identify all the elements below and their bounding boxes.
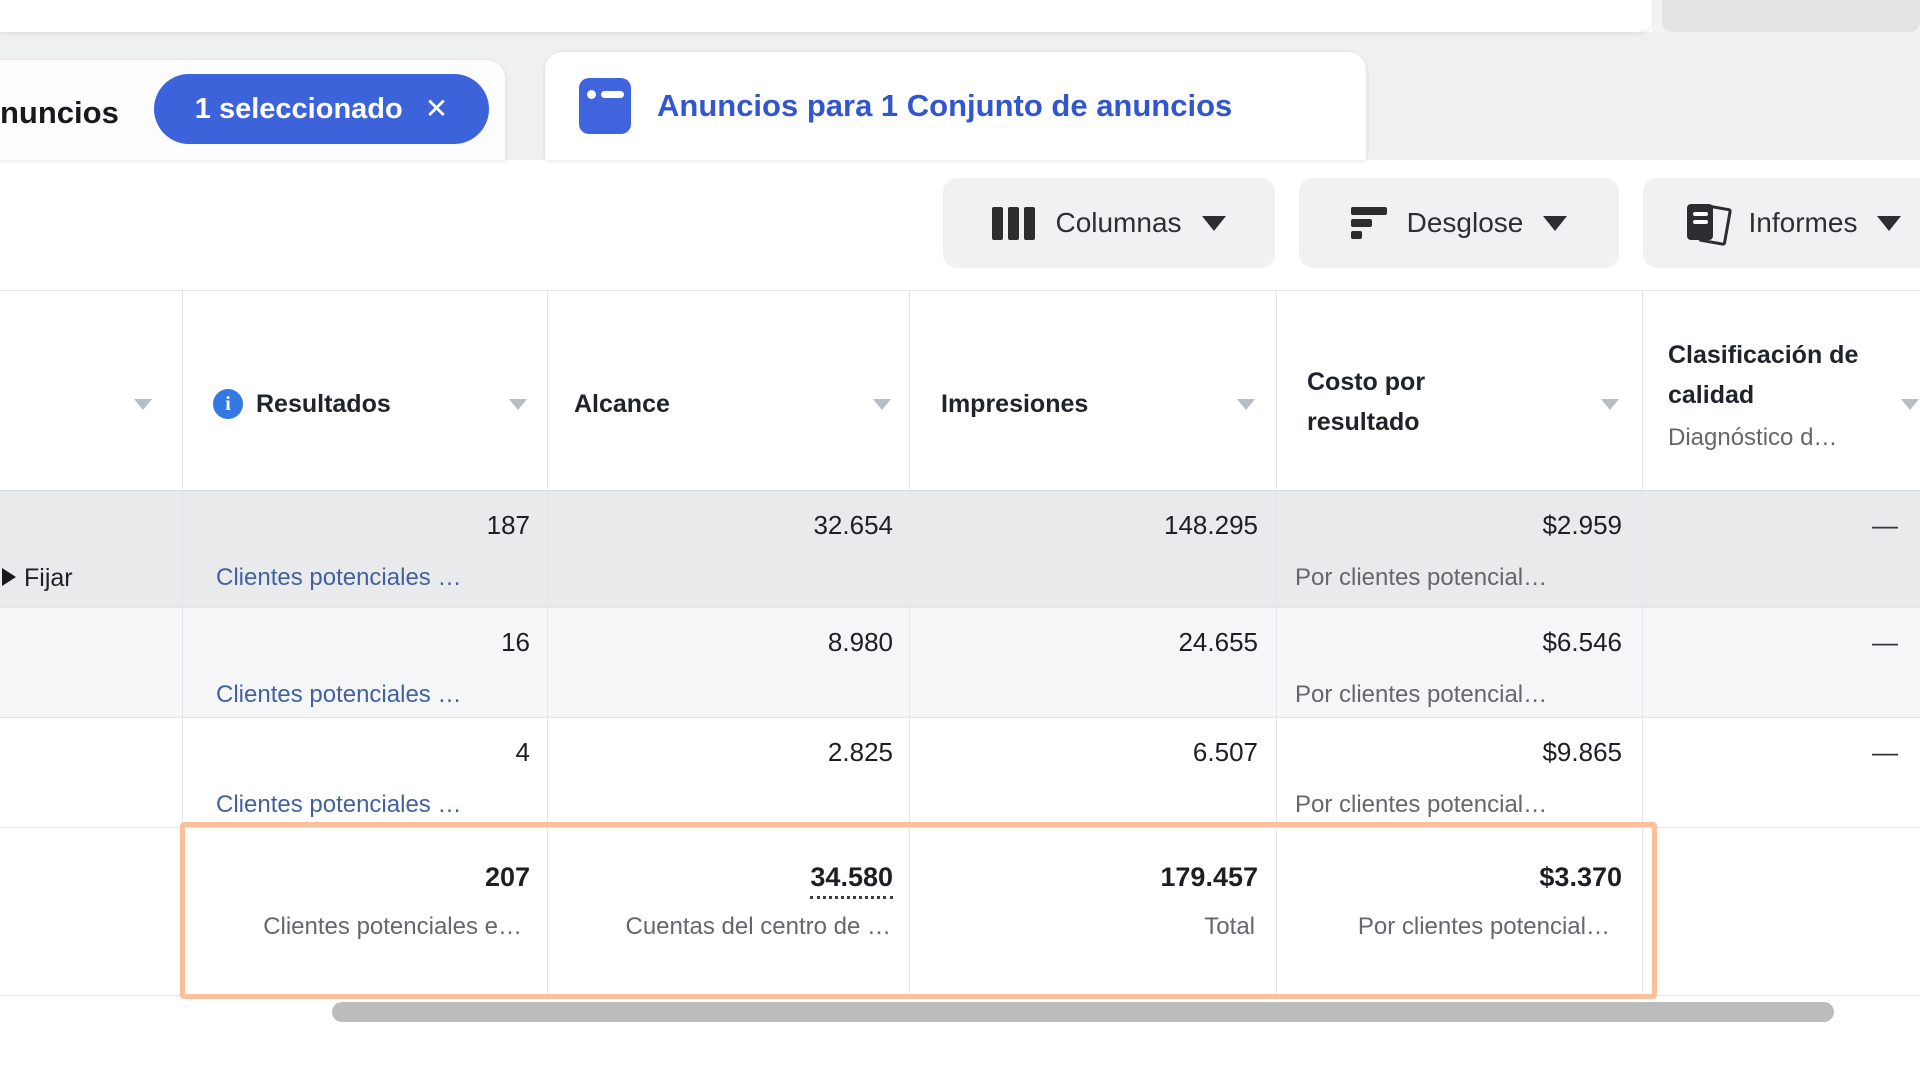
- header-results[interactable]: Resultados: [256, 390, 391, 418]
- name-column-sort-caret-icon[interactable]: [134, 399, 152, 410]
- results-type-link[interactable]: Clientes potenciales …: [216, 791, 462, 818]
- columns-icon: [992, 206, 1036, 240]
- columns-button[interactable]: Columnas: [943, 178, 1275, 268]
- column-divider: [547, 291, 548, 995]
- cost-type-label: Por clientes potencial…: [1295, 681, 1548, 708]
- selected-row-highlight: [0, 491, 1920, 607]
- total-results-label: Clientes potenciales e…: [263, 913, 522, 940]
- row-divider: [0, 717, 1920, 718]
- header-quality-ranking-sub: Diagnóstico d…: [1668, 424, 1838, 451]
- quality-sort-caret-icon[interactable]: [1901, 399, 1919, 410]
- column-divider: [1276, 291, 1277, 995]
- cost-value: $9.865: [1542, 737, 1622, 767]
- tab-anuncios-label: nuncios: [0, 95, 119, 130]
- header-impressions[interactable]: Impresiones: [941, 390, 1089, 418]
- quality-value: —: [1872, 627, 1898, 657]
- results-value: 4: [515, 737, 530, 767]
- impressions-value: 24.655: [1178, 627, 1258, 657]
- pin-row-label[interactable]: Fijar: [24, 564, 73, 592]
- column-divider: [182, 291, 183, 995]
- column-divider: [909, 291, 910, 995]
- results-value: 16: [501, 627, 530, 657]
- top-bar: [0, 0, 1652, 32]
- column-divider: [1642, 291, 1643, 995]
- reports-button-label: Informes: [1748, 207, 1858, 238]
- impressions-value: 6.507: [1192, 737, 1258, 767]
- chevron-down-icon: [1201, 215, 1226, 231]
- results-sort-caret-icon[interactable]: [509, 399, 527, 410]
- header-cost-per-result[interactable]: Costo por resultado: [1307, 368, 1426, 436]
- reach-sort-caret-icon[interactable]: [873, 399, 891, 410]
- cost-type-label: Por clientes potencial…: [1295, 564, 1548, 591]
- breakdown-button[interactable]: Desglose: [1299, 178, 1619, 268]
- total-impressions-value: 179.457: [1160, 862, 1258, 892]
- row-divider: [0, 827, 1920, 828]
- chevron-down-icon: [1877, 215, 1902, 231]
- cost-sort-caret-icon[interactable]: [1601, 399, 1619, 410]
- chevron-down-icon: [1543, 215, 1568, 231]
- row-divider: [0, 607, 1920, 608]
- total-reach-value[interactable]: 34.580: [810, 859, 893, 899]
- results-type-link[interactable]: Clientes potenciales …: [216, 681, 462, 708]
- total-reach-label: Cuentas del centro de …: [625, 913, 892, 940]
- header-bottom-border: [0, 490, 1920, 491]
- active-tab-label: Anuncios para 1 Conjunto de anuncios: [657, 88, 1233, 123]
- reach-value: 2.825: [827, 737, 893, 767]
- quality-value: —: [1872, 737, 1898, 767]
- quality-value: —: [1872, 510, 1898, 540]
- reach-value: 32.654: [813, 510, 893, 540]
- cost-type-label: Por clientes potencial…: [1295, 791, 1548, 818]
- columns-button-label: Columnas: [1055, 207, 1182, 238]
- tab-anuncios-para-conjunto[interactable]: Anuncios para 1 Conjunto de anuncios: [545, 52, 1366, 160]
- close-icon[interactable]: [425, 95, 448, 123]
- impressions-value: 148.295: [1164, 510, 1258, 540]
- selected-count-label: 1 seleccionado: [194, 92, 403, 125]
- row2-stripe: [0, 608, 1920, 717]
- breakdown-icon: [1350, 207, 1387, 239]
- header-reach[interactable]: Alcance: [574, 390, 670, 418]
- table-bottom-border: [0, 995, 1920, 996]
- reports-icon: [1685, 201, 1732, 247]
- info-icon[interactable]: [213, 389, 243, 419]
- table-top-border: [0, 290, 1920, 291]
- results-value: 187: [486, 510, 530, 540]
- cost-value: $2.959: [1542, 510, 1622, 540]
- ads-icon: [579, 78, 631, 134]
- pin-icon[interactable]: [2, 568, 16, 586]
- reports-button[interactable]: Informes: [1643, 178, 1920, 268]
- total-results-value: 207: [484, 862, 530, 892]
- total-cost-value: $3.370: [1539, 862, 1622, 892]
- breakdown-button-label: Desglose: [1406, 207, 1524, 238]
- cost-value: $6.546: [1542, 627, 1622, 657]
- reach-value: 8.980: [827, 627, 893, 657]
- total-cost-label: Por clientes potencial…: [1357, 913, 1610, 940]
- horizontal-scrollbar-thumb[interactable]: [332, 1002, 1834, 1022]
- impressions-sort-caret-icon[interactable]: [1237, 399, 1255, 410]
- top-right-panel: [1662, 0, 1920, 32]
- header-quality-ranking[interactable]: Clasificación de calidad: [1668, 341, 1859, 409]
- tab-anuncios[interactable]: nuncios 1 seleccionado: [0, 60, 505, 160]
- total-impressions-label: Total: [1204, 913, 1255, 940]
- selected-count-pill[interactable]: 1 seleccionado: [154, 74, 489, 144]
- results-type-link[interactable]: Clientes potenciales …: [216, 564, 462, 591]
